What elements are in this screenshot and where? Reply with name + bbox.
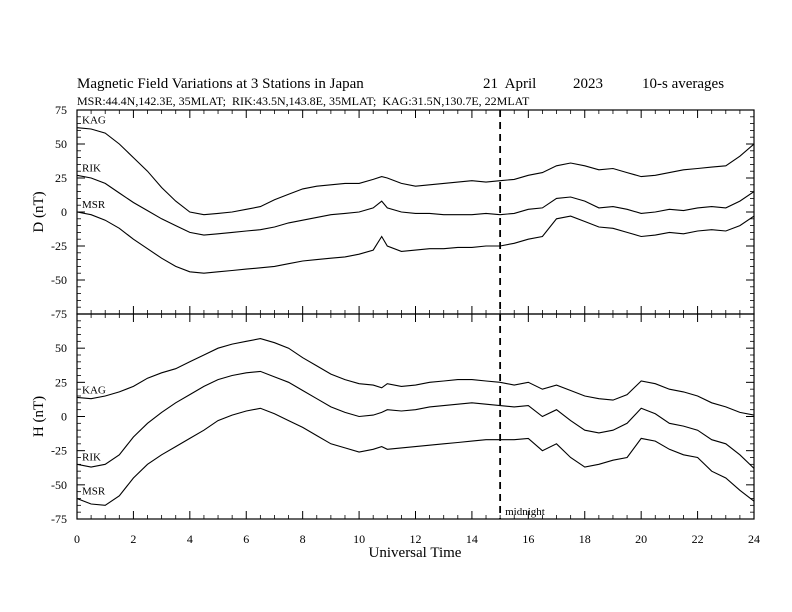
y-tick-label: -50 <box>51 273 67 287</box>
y-tick-label: 25 <box>55 171 67 185</box>
x-tick-label: 18 <box>579 532 591 546</box>
series-label-kag: KAG <box>82 384 106 396</box>
series-label-msr: MSR <box>82 199 106 211</box>
x-tick-label: 6 <box>243 532 249 546</box>
y-tick-label: -75 <box>51 307 67 321</box>
y-tick-label: -25 <box>51 444 67 458</box>
x-tick-label: 8 <box>300 532 306 546</box>
x-tick-label: 2 <box>130 532 136 546</box>
midnight-label: midnight <box>505 506 545 518</box>
y-tick-label: 50 <box>55 341 67 355</box>
x-axis-title: Universal Time <box>369 545 462 561</box>
panels-group: 75 50 25 0 -25 -50 -75 D (nT) KAG RIK MSR 50 25 0 -25 -… <box>31 103 760 546</box>
x-tick-label: 10 <box>353 532 365 546</box>
y-tick-label: 25 <box>55 375 67 389</box>
series-line-rik <box>77 370 754 469</box>
series-label-rik: RIK <box>82 162 101 174</box>
x-tick-label: 22 <box>692 532 704 546</box>
y-tick-label: 75 <box>55 103 67 117</box>
y-tick-label: -50 <box>51 478 67 492</box>
y-axis-title: H (nT) <box>31 396 47 437</box>
x-tick-label: 0 <box>74 532 80 546</box>
y-tick-label: 50 <box>55 137 67 151</box>
series-line-rik <box>77 174 754 236</box>
series-line-msr <box>77 407 754 506</box>
series-label-rik: RIK <box>82 451 101 463</box>
y-tick-label: -25 <box>51 239 67 253</box>
x-tick-label: 4 <box>187 532 193 546</box>
chart-subtitle: MSR:44.4N,142.3E, 35MLAT; RIK:43.5N,143.… <box>77 94 530 108</box>
chart-title: Magnetic Field Variations at 3 Stations … <box>77 76 364 92</box>
series-line-kag <box>77 338 754 416</box>
chart-date: 21 April <box>483 76 536 92</box>
x-tick-label: 12 <box>410 532 422 546</box>
x-tick-label: 14 <box>466 532 478 546</box>
x-tick-label: 16 <box>522 532 534 546</box>
y-axis-title: D (nT) <box>31 191 47 232</box>
panel-frame <box>76 313 755 520</box>
series-label-kag: KAG <box>82 115 106 127</box>
chart-year: 2023 <box>573 76 603 92</box>
y-tick-label: 0 <box>61 410 67 424</box>
x-tick-label: 20 <box>635 532 647 546</box>
series-line-msr <box>77 211 754 274</box>
y-tick-label: -75 <box>51 512 67 526</box>
series-label-msr: MSR <box>82 486 106 498</box>
chart-averaging: 10-s averages <box>642 76 724 92</box>
y-tick-label: 0 <box>61 205 67 219</box>
x-tick-label: 24 <box>748 532 760 546</box>
series-line-kag <box>77 127 754 216</box>
